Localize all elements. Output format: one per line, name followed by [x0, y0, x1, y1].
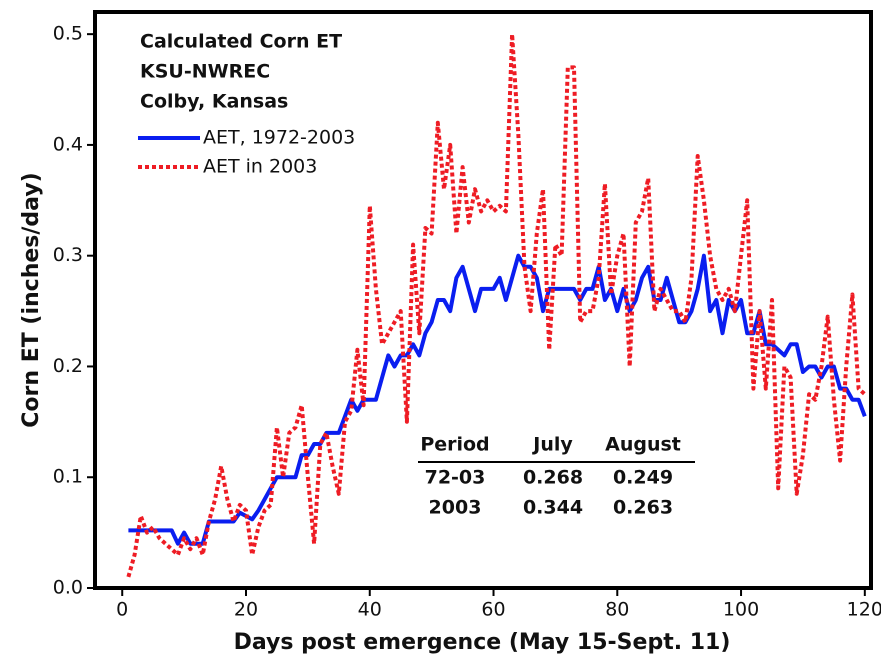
- y-tick-label: 0.3: [53, 244, 83, 266]
- series-line: [128, 253, 867, 546]
- table-cell: 0.263: [613, 497, 673, 519]
- table-header: Period: [420, 434, 489, 456]
- y-axis-label: Corn ET (inches/day): [19, 172, 44, 427]
- legend-label: AET in 2003: [203, 156, 317, 178]
- y-tick-label: 0.2: [53, 355, 83, 377]
- table-header: July: [531, 434, 573, 456]
- x-tick-label: 100: [723, 599, 759, 621]
- x-tick-label: 40: [358, 599, 382, 621]
- x-tick-label: 0: [116, 599, 128, 621]
- annotation: Calculated Corn ET: [140, 31, 342, 53]
- y-tick-label: 0.1: [53, 466, 83, 488]
- x-axis-label: Days post emergence (May 15-Sept. 11): [234, 630, 731, 655]
- x-tick-label: 120: [847, 599, 881, 621]
- x-tick-label: 60: [481, 599, 505, 621]
- x-tick-label: 20: [234, 599, 258, 621]
- x-tick-label: 80: [605, 599, 629, 621]
- annotation: Colby, Kansas: [140, 91, 288, 113]
- legend-label: AET, 1972-2003: [203, 127, 355, 149]
- table-cell: 2003: [429, 497, 482, 519]
- series-line: [126, 32, 867, 578]
- y-tick-label: 0.5: [53, 23, 83, 45]
- table-cell: 0.249: [613, 467, 673, 489]
- table-header: August: [605, 434, 681, 456]
- table-cell: 0.344: [523, 497, 583, 519]
- annotation: KSU-NWREC: [140, 61, 270, 83]
- y-tick-label: 0.0: [53, 577, 83, 599]
- y-tick-label: 0.4: [53, 133, 83, 155]
- table-cell: 0.268: [523, 467, 583, 489]
- plot-frame: [93, 10, 873, 590]
- table-cell: 72-03: [425, 467, 486, 489]
